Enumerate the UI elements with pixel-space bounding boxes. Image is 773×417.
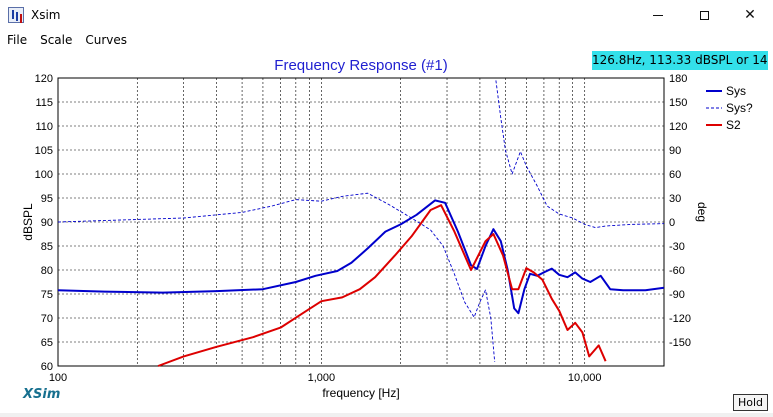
y2-tick-label: 60 (669, 169, 681, 181)
maximize-button[interactable] (681, 0, 727, 30)
y2-tick-label: 0 (669, 217, 675, 229)
y-tick-label: 120 (35, 73, 53, 85)
close-icon: ✕ (744, 7, 756, 23)
xsim-logo: XSim (23, 387, 61, 402)
y2-axis-label: deg (695, 202, 709, 222)
y2-tick-label: -150 (669, 337, 691, 349)
x-axis-label: frequency [Hz] (322, 386, 399, 400)
window-titlebar: Xsim ✕ (0, 0, 773, 30)
x-tick-label: 1,000 (308, 372, 336, 384)
menu-scale[interactable]: Scale (40, 32, 73, 47)
series-line-sys (57, 192, 496, 363)
y2-tick-label: 150 (669, 97, 687, 109)
series-line-sys (495, 80, 665, 229)
chart-title: Frequency Response (#1) (274, 57, 447, 74)
y-tick-label: 65 (41, 337, 53, 349)
y2-tick-label: -30 (669, 241, 685, 253)
y2-tick-label: 120 (669, 121, 687, 133)
menu-file[interactable]: File (7, 32, 28, 47)
minimize-button[interactable] (635, 0, 681, 30)
y-tick-label: 90 (41, 217, 53, 229)
y-tick-label: 100 (35, 169, 53, 181)
window-title: Xsim (31, 8, 61, 22)
x-tick-label: 100 (49, 372, 67, 384)
y2-tick-label: 180 (669, 73, 687, 85)
y-tick-label: 70 (41, 313, 53, 325)
maximize-icon (699, 10, 709, 20)
frequency-response-chart[interactable]: 60 65 70 75 80 85 90 95 100 105 110 115 120 -150 -120 -… (0, 49, 773, 413)
y-tick-label: 115 (35, 97, 53, 109)
y2-tick-label: 90 (669, 145, 681, 157)
y-tick-label: 75 (41, 289, 53, 301)
y2-tick-label: -120 (669, 313, 691, 325)
plot-frame (57, 77, 665, 367)
y-tick-label: 60 (41, 361, 53, 373)
close-button[interactable]: ✕ (727, 0, 773, 30)
menu-bar: File Scale Curves (0, 30, 773, 49)
y2-tick-label: 30 (669, 193, 681, 205)
y-tick-label: 95 (41, 193, 53, 205)
y-tick-label: 80 (41, 265, 53, 277)
y2-tick-label: -60 (669, 265, 685, 277)
series-line-sys (57, 199, 665, 315)
legend-label: Sys? (726, 101, 753, 115)
hold-button[interactable]: Hold (733, 394, 768, 411)
y-tick-label: 110 (35, 121, 53, 133)
window-controls: ✕ (635, 0, 773, 30)
cursor-readout: 126.8Hz, 113.33 dBSPL or 140 (592, 51, 768, 70)
chart-area[interactable]: 60 65 70 75 80 85 90 95 100 105 110 115 120 -150 -120 -… (0, 49, 773, 413)
menu-curves[interactable]: Curves (85, 32, 128, 47)
y-axis-label: dBSPL (21, 203, 35, 241)
y-tick-label: 105 (35, 145, 53, 157)
series-line-s2 (157, 204, 607, 367)
y-tick-label: 85 (41, 241, 53, 253)
app-icon (8, 7, 24, 23)
legend-label: Sys (726, 84, 746, 98)
y2-tick-label: -90 (669, 289, 685, 301)
legend-label: S2 (726, 118, 741, 132)
minimize-icon (653, 14, 663, 16)
x-tick-label: 10,000 (568, 372, 602, 384)
